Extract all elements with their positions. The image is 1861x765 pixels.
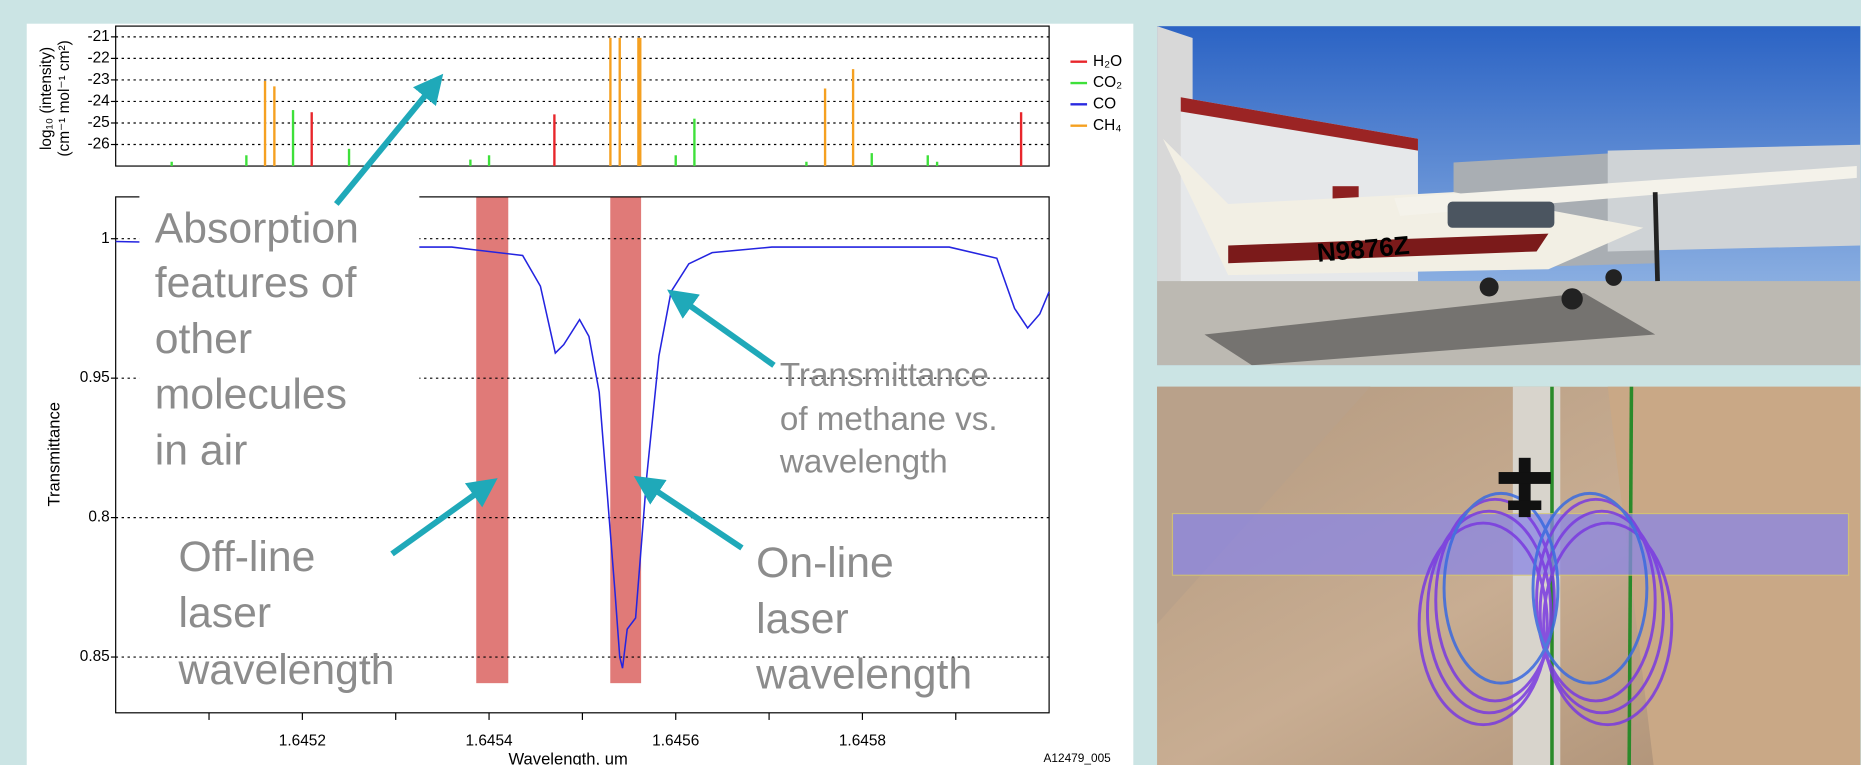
annotation: wavelength bbox=[755, 651, 972, 699]
y-tick-label: 0.85 bbox=[80, 648, 110, 665]
x-tick-label: 1.6456 bbox=[652, 732, 699, 749]
aerial-photo bbox=[1157, 387, 1860, 765]
annotation: On-line bbox=[756, 539, 894, 587]
legend-label: CH₄ bbox=[1093, 117, 1122, 134]
y-axis-label: log₁₀ (intensity) bbox=[38, 47, 55, 150]
annotation: Absorption bbox=[155, 205, 359, 253]
y-tick-label: -21 bbox=[87, 28, 109, 45]
y-tick-label: -26 bbox=[87, 136, 109, 153]
x-tick-label: 1.6454 bbox=[465, 732, 513, 749]
annotation: laser bbox=[756, 595, 849, 643]
x-tick-label: 1.6452 bbox=[279, 732, 326, 749]
legend-label: H₂O bbox=[1093, 53, 1122, 70]
y-tick-label: 1 bbox=[101, 230, 110, 247]
annotation: other bbox=[155, 315, 252, 363]
annotation: in air bbox=[155, 426, 248, 474]
annotation: Transmittance bbox=[780, 357, 989, 394]
annotation: wavelength bbox=[779, 444, 948, 481]
footnote: A12479_005 bbox=[1043, 751, 1111, 765]
y-axis-label: (cm⁻¹ mol⁻¹ cm²) bbox=[56, 40, 73, 156]
y-axis-label: Transmittance bbox=[45, 402, 64, 507]
x-axis-label: Wavelength, um bbox=[509, 750, 628, 765]
annotation: of methane vs. bbox=[780, 401, 998, 438]
y-tick-label: 0.95 bbox=[80, 369, 110, 386]
annotation: wavelength bbox=[178, 646, 395, 694]
y-tick-label: 0.8 bbox=[88, 509, 109, 526]
annotation: laser bbox=[179, 589, 272, 637]
y-tick-label: -25 bbox=[87, 114, 109, 131]
page: {"chart_data": [ {"type": "stem", "ylabe… bbox=[0, 0, 1861, 765]
y-tick-label: -24 bbox=[87, 93, 110, 110]
x-tick-label: 1.6458 bbox=[839, 732, 886, 749]
offline-band bbox=[476, 197, 508, 683]
annotation: features of bbox=[155, 259, 357, 307]
legend-label: CO₂ bbox=[1093, 74, 1122, 91]
annotation: molecules bbox=[155, 371, 347, 419]
annotation: Off-line bbox=[179, 533, 316, 581]
airplane-photo: N9876Z bbox=[1157, 26, 1860, 365]
legend-label: CO bbox=[1093, 95, 1116, 112]
y-tick-label: -22 bbox=[87, 49, 109, 66]
slide: -21 -22 -23 -24 -25 -26 H₂O CO₂ CO CH₄ log₁₀ (inte… bbox=[0, 0, 1861, 765]
y-tick-label: -23 bbox=[87, 71, 109, 88]
